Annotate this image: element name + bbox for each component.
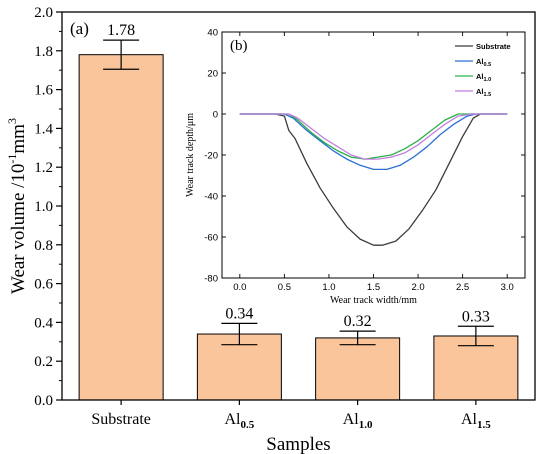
y-tick-label: 1.6 bbox=[34, 83, 53, 99]
inset-x-axis-title: Wear track width/mm bbox=[330, 295, 417, 306]
legend-entry: Substrate bbox=[476, 42, 511, 51]
inset-y-tick-label: -40 bbox=[204, 192, 218, 203]
inset-frame bbox=[221, 31, 526, 279]
inset-line-chart: 0.0 0.5 1.0 1.5 2.0 2.5 3.0 -80 -60 -40 -20 0 20 40 (b… bbox=[185, 28, 526, 306]
y-tick-label: 1.4 bbox=[34, 121, 53, 137]
bar bbox=[78, 54, 164, 401]
y-tick-label: 1.8 bbox=[34, 44, 53, 60]
inset-y-tick-label: -80 bbox=[204, 274, 218, 285]
bar-value-label: 0.32 bbox=[344, 313, 372, 330]
inset-y-tick-label: -60 bbox=[204, 233, 218, 244]
inset-y-tick-label: -20 bbox=[204, 151, 218, 162]
inset-x-tick-label: 0.5 bbox=[278, 282, 291, 293]
series-line bbox=[239, 113, 508, 171]
x-tick-label: Al0.5 bbox=[225, 411, 255, 431]
legend-entry: Al1.5 bbox=[476, 87, 491, 98]
bar-value-label: 0.33 bbox=[462, 308, 490, 325]
series-line bbox=[239, 113, 508, 160]
y-tick-label: 1.2 bbox=[34, 160, 53, 176]
inset-y-tick-label: 20 bbox=[207, 69, 218, 80]
bar-chart: 1.78 Substrate 0.34 Al0.5 0.32 Al1.0 0.33 Al1.5… bbox=[5, 5, 536, 454]
y-tick-label: 0.2 bbox=[34, 354, 53, 370]
legend-entry: Al0.5 bbox=[476, 57, 491, 68]
bar bbox=[433, 335, 519, 401]
panel-label-b: (b) bbox=[230, 38, 248, 54]
series-line bbox=[239, 113, 508, 246]
y-axis-title: Wear volume /10-1mm3 bbox=[5, 118, 29, 294]
x-axis-title: Samples bbox=[266, 434, 330, 454]
x-tick-label: Al1.5 bbox=[461, 411, 491, 431]
inset-x-tick-label: 3.0 bbox=[501, 282, 514, 293]
x-tick-label: Al1.0 bbox=[343, 411, 373, 431]
y-tick-label: 0.6 bbox=[34, 277, 53, 293]
inset-x-tick-label: 0.0 bbox=[233, 282, 246, 293]
inset-x-tick-label: 2.5 bbox=[456, 282, 469, 293]
y-tick-label: 1.0 bbox=[34, 199, 53, 215]
inset-y-tick-label: 40 bbox=[207, 28, 218, 39]
legend-entry: Al1.0 bbox=[476, 72, 491, 83]
bar-value-label: 1.78 bbox=[107, 22, 135, 39]
inset-y-tick-label: 0 bbox=[213, 110, 218, 121]
inset-x-tick-label: 1.0 bbox=[322, 282, 335, 293]
y-tick-label: 0.0 bbox=[34, 393, 53, 409]
y-tick-label: 0.4 bbox=[34, 315, 53, 331]
y-tick-label: 2.0 bbox=[34, 5, 53, 21]
y-tick-label: 0.8 bbox=[34, 238, 53, 254]
bar-value-label: 0.34 bbox=[225, 305, 253, 322]
inset-y-axis-title: Wear track depth/μm bbox=[185, 113, 196, 197]
panel-label-a: (a) bbox=[70, 19, 89, 38]
x-tick-label: Substrate bbox=[91, 411, 151, 428]
inset-x-tick-label: 2.0 bbox=[411, 282, 424, 293]
bar bbox=[315, 337, 401, 401]
inset-x-tick-label: 1.5 bbox=[367, 282, 380, 293]
